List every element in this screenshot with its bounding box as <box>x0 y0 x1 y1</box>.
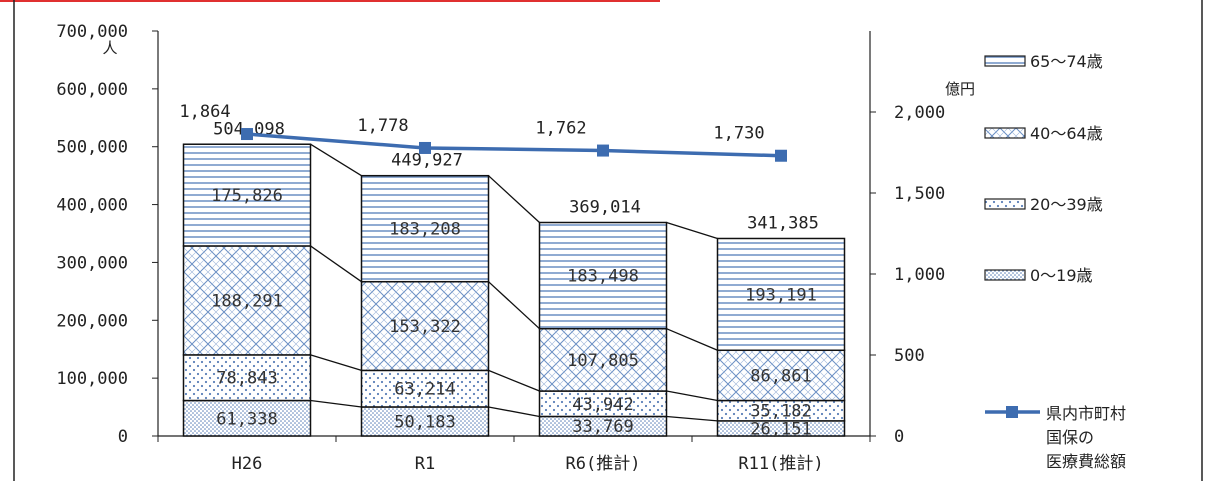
legend-label-0-19: 0〜19歳 <box>1030 266 1093 285</box>
segment-value-label: 153,322 <box>389 317 461 337</box>
segment-value-label: 61,338 <box>216 409 277 429</box>
x-tick-label: R1 <box>415 454 435 474</box>
left-tick-label: 400,000 <box>56 196 128 216</box>
legend-line-marker <box>1006 406 1018 418</box>
x-tick-label: R11(推計) <box>738 454 823 474</box>
left-tick-label: 0 <box>118 427 128 447</box>
bar-connector-line <box>666 328 718 351</box>
legend-swatch-65-74 <box>984 55 1026 67</box>
legend-label-65-74: 65〜74歳 <box>1030 52 1103 71</box>
right-tick-label: 500 <box>894 346 925 366</box>
medical-cost-label: 1,730 <box>713 124 764 144</box>
medical-cost-label: 1,778 <box>357 116 408 136</box>
segment-value-label: 183,208 <box>389 220 461 240</box>
bar-connector-line <box>666 221 718 240</box>
segment-value-label: 193,191 <box>745 285 817 305</box>
legend-line-label-3: 医療費総額 <box>1046 452 1126 471</box>
bar-segment <box>182 399 312 437</box>
segment-value-label: 183,498 <box>567 267 639 287</box>
segment-value-label: 35,182 <box>750 402 811 422</box>
legend-swatch-20-39 <box>984 198 1026 210</box>
bar-segment <box>716 349 846 402</box>
bar-connector-line <box>310 245 362 283</box>
right-tick-label: 2,000 <box>894 103 945 123</box>
segment-value-label: 43,942 <box>572 395 633 415</box>
right-tick-label: 1,500 <box>894 184 945 204</box>
bar-connector-line <box>310 399 362 408</box>
segment-value-label: 50,183 <box>394 412 455 432</box>
legend-line-label-2: 国保の <box>1046 428 1094 447</box>
bar-segment <box>716 237 846 352</box>
bar-segment <box>538 327 668 392</box>
legend-swatch-40-64 <box>984 127 1026 139</box>
segment-value-label: 33,769 <box>572 417 633 437</box>
right-axis-unit: 億円 <box>945 80 975 98</box>
bar-segment <box>182 354 312 402</box>
left-tick-label: 100,000 <box>56 369 128 389</box>
bar-segment <box>360 369 490 408</box>
legend-swatch-0-19 <box>984 269 1026 281</box>
left-tick-label: 700,000 <box>56 22 128 42</box>
bar-connector-line <box>310 143 362 177</box>
legend-line-label-1: 県内市町村 <box>1046 404 1126 423</box>
segment-value-label: 175,826 <box>211 186 283 206</box>
bar-connector-line <box>488 369 540 392</box>
bar-total-label: 449,927 <box>391 151 463 171</box>
bar-segment <box>360 406 490 437</box>
bar-segment <box>182 143 312 247</box>
segment-value-label: 78,843 <box>216 369 277 389</box>
medical-cost-point <box>775 149 787 162</box>
medical-cost-label: 1,762 <box>535 119 586 139</box>
bar-segment <box>538 221 668 330</box>
left-tick-label: 200,000 <box>56 311 128 331</box>
plot-area: 0 100,000 200,000 300,000 400,000 500,000 600,… <box>56 22 975 474</box>
bar-connector-line <box>488 175 540 223</box>
left-tick-label: 500,000 <box>56 138 128 158</box>
x-tick-label: R6(推計) <box>566 454 641 474</box>
segment-value-label: 26,151 <box>750 419 811 439</box>
bar-connector-line <box>488 406 540 418</box>
x-tick-label: H26 <box>232 454 263 474</box>
bar-connector-line <box>666 390 718 402</box>
medical-cost-line <box>246 132 782 158</box>
segment-value-label: 188,291 <box>211 291 283 311</box>
bar-connector-line <box>666 415 718 422</box>
right-tick-label: 0 <box>894 427 904 447</box>
bar-connector-line <box>310 354 362 372</box>
bar-segment <box>360 280 490 372</box>
bar-connector-line <box>488 281 540 330</box>
segment-value-label: 86,861 <box>750 366 811 386</box>
segment-value-label: 63,214 <box>394 380 455 400</box>
legend-label-20-39: 20〜39歳 <box>1030 195 1103 214</box>
segment-value-label: 107,805 <box>567 351 639 371</box>
bar-total-label: 369,014 <box>569 197 641 217</box>
left-tick-label: 300,000 <box>56 253 128 273</box>
legend: 65〜74歳 40〜64歳 20〜39歳 0〜19歳 県内市町村 国保の 医療費… <box>984 52 1126 471</box>
right-tick-label: 1,000 <box>894 265 945 285</box>
medical-cost-point <box>597 144 609 157</box>
left-axis-unit: 人 <box>102 39 117 57</box>
left-tick-label: 600,000 <box>56 80 128 100</box>
bar-total-label: 341,385 <box>747 213 819 233</box>
bar-segment <box>360 174 490 283</box>
bar-segment <box>538 390 668 418</box>
medical-cost-label: 1,864 <box>179 102 230 122</box>
medical-cost-point <box>419 141 431 154</box>
legend-label-40-64: 40〜64歳 <box>1030 124 1103 143</box>
medical-cost-point <box>241 128 253 141</box>
